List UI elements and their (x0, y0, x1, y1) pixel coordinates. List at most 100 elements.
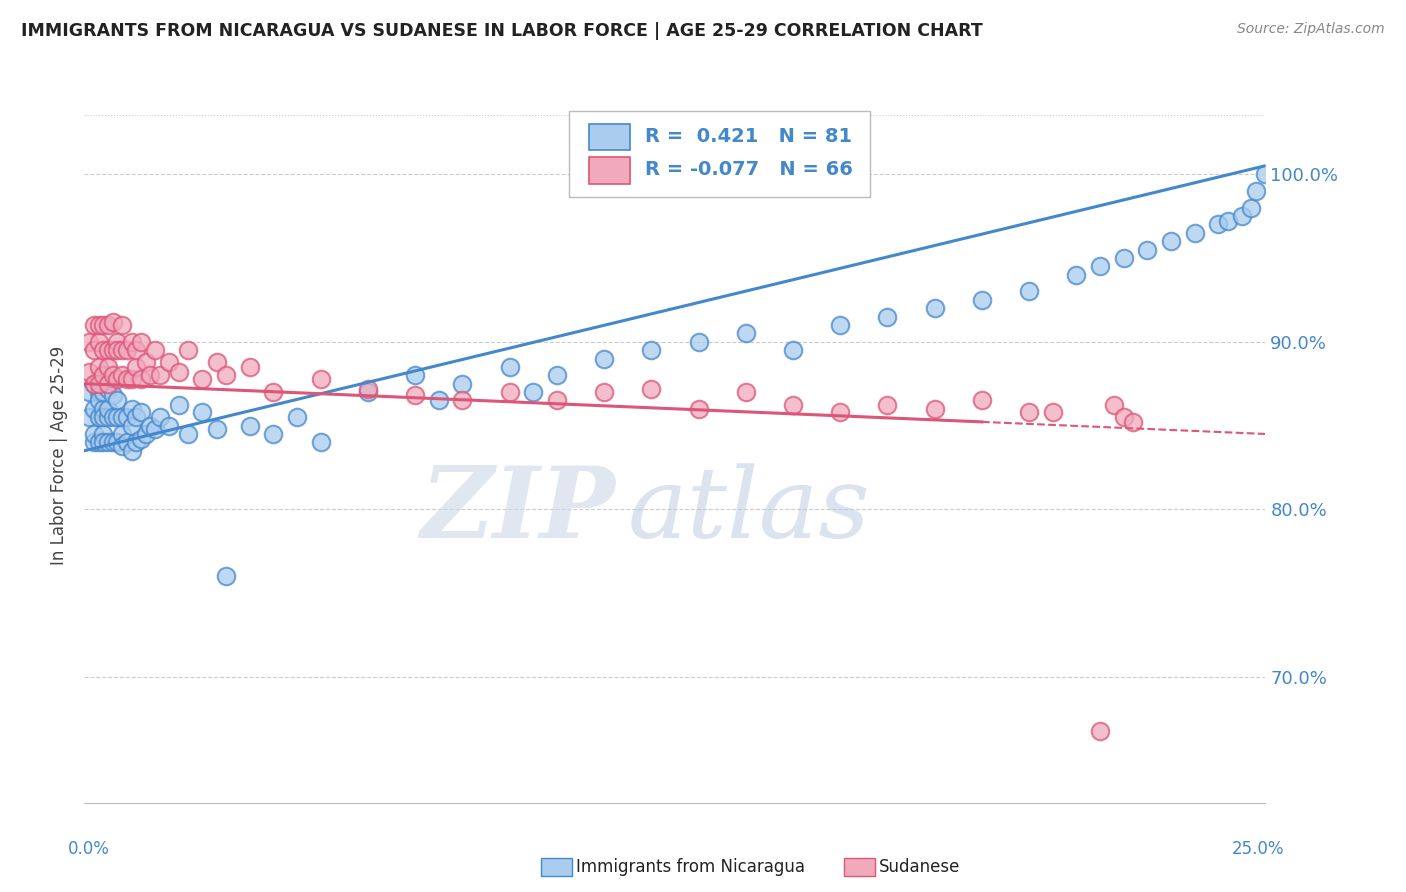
Point (97, 318, 120, 332)
Point (129, 371, 152, 385)
Text: R = -0.077   N = 66: R = -0.077 N = 66 (645, 161, 853, 179)
Text: atlas: atlas (627, 463, 870, 558)
Point (83, 376, 105, 391)
Point (1254, 167, 1277, 181)
Point (239, 359, 262, 374)
Point (1066, 268, 1088, 282)
Point (97, 410, 120, 425)
Point (107, 371, 129, 385)
Point (734, 385, 756, 400)
Point (970, 293, 993, 307)
Point (97, 435, 120, 450)
Point (215, 569, 238, 583)
Point (191, 405, 214, 419)
Point (107, 334, 129, 349)
Point (83, 376, 105, 391)
Point (101, 435, 124, 450)
Text: Sudanese: Sudanese (879, 858, 960, 876)
Point (135, 427, 157, 442)
Point (129, 405, 152, 419)
Point (97, 343, 120, 358)
Point (1112, 251, 1135, 265)
Point (101, 388, 124, 402)
Point (1160, 234, 1182, 248)
Point (143, 343, 166, 358)
Point (205, 422, 228, 436)
Point (121, 401, 143, 416)
Point (404, 368, 426, 383)
Point (876, 399, 898, 413)
Point (125, 410, 148, 425)
Point (111, 439, 134, 453)
Point (640, 343, 662, 358)
Point (357, 382, 380, 396)
Point (91, 385, 114, 400)
Point (111, 368, 134, 383)
Point (1184, 226, 1206, 240)
Point (87, 385, 110, 400)
Text: ZIP: ZIP (420, 462, 616, 558)
Point (1018, 405, 1040, 419)
Point (640, 382, 662, 396)
Point (498, 385, 520, 400)
Point (91, 401, 114, 416)
Point (157, 418, 180, 433)
Text: 0.0%: 0.0% (67, 840, 110, 858)
Point (101, 410, 124, 425)
Point (734, 326, 756, 341)
Point (593, 351, 616, 366)
Point (87, 435, 110, 450)
Point (1206, 218, 1229, 232)
Point (1088, 723, 1111, 738)
Point (111, 318, 134, 332)
Point (101, 343, 124, 358)
Point (451, 376, 474, 391)
Point (1102, 399, 1125, 413)
Point (427, 393, 450, 408)
Point (157, 355, 180, 369)
Point (876, 310, 898, 324)
Point (111, 410, 134, 425)
Point (1136, 243, 1159, 257)
Point (309, 371, 332, 385)
Point (125, 435, 148, 450)
Point (111, 343, 134, 358)
Point (924, 301, 946, 316)
Point (1122, 415, 1144, 429)
Point (1088, 260, 1111, 274)
Point (111, 427, 134, 442)
Point (107, 343, 129, 358)
Bar (589, 157, 630, 184)
Point (522, 385, 544, 400)
Point (830, 318, 852, 332)
Point (107, 435, 129, 450)
Point (970, 393, 993, 408)
Point (97, 359, 120, 374)
Text: Immigrants from Nicaragua: Immigrants from Nicaragua (576, 858, 806, 876)
Point (1018, 285, 1040, 299)
Point (91, 343, 114, 358)
Point (149, 410, 172, 425)
Point (87, 318, 110, 332)
Point (121, 371, 143, 385)
Point (205, 355, 228, 369)
Point (77, 334, 100, 349)
Point (97, 382, 120, 396)
Point (121, 418, 143, 433)
Point (83, 318, 105, 332)
Point (177, 427, 200, 442)
Point (593, 385, 616, 400)
Point (91, 435, 114, 450)
Point (115, 343, 138, 358)
Point (1112, 410, 1135, 425)
Point (285, 410, 308, 425)
Point (139, 368, 162, 383)
Point (87, 334, 110, 349)
Point (167, 399, 190, 413)
Point (83, 427, 105, 442)
Point (546, 393, 568, 408)
Point (262, 385, 284, 400)
Point (830, 405, 852, 419)
Point (91, 318, 114, 332)
Y-axis label: In Labor Force | Age 25-29: In Labor Force | Age 25-29 (51, 345, 69, 565)
